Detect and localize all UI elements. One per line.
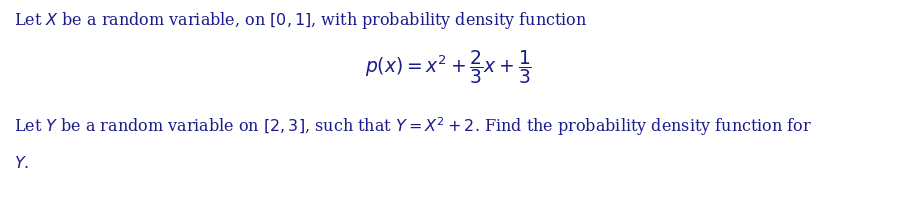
Text: $Y$.: $Y$. [14, 155, 30, 172]
Text: Let $X$ be a random variable, on $[0, 1]$, with probability density function: Let $X$ be a random variable, on $[0, 1]… [14, 10, 588, 31]
Text: Let $Y$ be a random variable on $[2, 3]$, such that $Y = X^2 + 2$. Find the prob: Let $Y$ be a random variable on $[2, 3]$… [14, 115, 812, 138]
Text: $p(x) = x^2 + \dfrac{2}{3}x + \dfrac{1}{3}$: $p(x) = x^2 + \dfrac{2}{3}x + \dfrac{1}{… [365, 48, 532, 86]
